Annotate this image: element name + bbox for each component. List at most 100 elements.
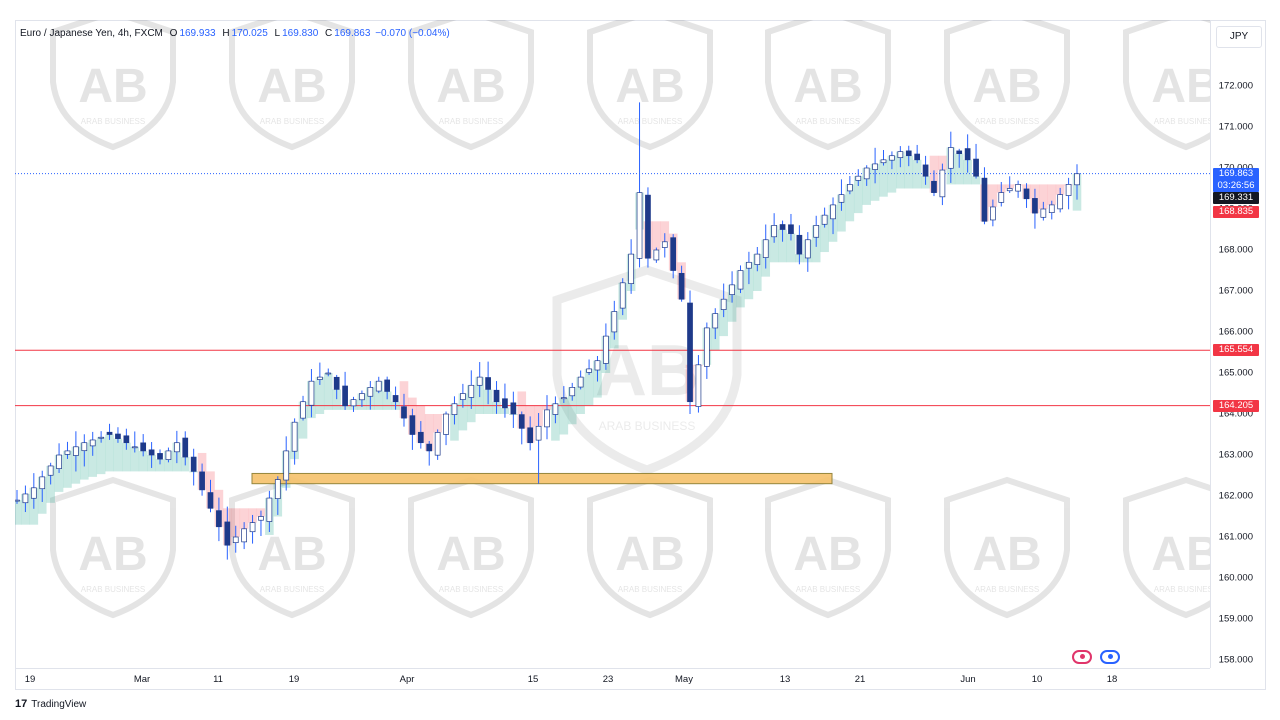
indicator-settings-icon[interactable] [1100,650,1120,664]
candle-body [300,401,306,419]
candle [670,234,677,279]
candle [81,434,88,467]
candle-body [695,364,702,407]
candle [1065,177,1072,210]
watermark-monogram: AB [615,60,684,113]
watermark-caption: ARAB BUSINESS [599,419,696,433]
watermark-shield [408,476,534,619]
candle-body [417,431,424,444]
watermark-logo: AB ARAB BUSINESS [229,476,355,619]
candle [695,355,702,413]
indicator-toggle-icon[interactable] [1072,650,1092,664]
candle-body [359,393,365,401]
cloud-segment [374,381,384,410]
candle [922,155,929,185]
candle-body [207,492,214,509]
candle-body [905,150,912,157]
candle-body [241,528,247,543]
candle [39,470,46,502]
candle [661,233,668,258]
cloud-segment [753,254,762,291]
cloud-top-badge: 169.331 [1213,192,1259,205]
candle [1048,200,1055,220]
candle-body [518,414,525,429]
candle-body [947,147,954,169]
candle-body [981,177,988,222]
candle [460,383,466,408]
candle [813,215,820,247]
candle-body [258,516,264,521]
cloud-segment [887,155,897,193]
price-tick-label: 172.000 [1218,80,1253,92]
candle-body [1006,188,1013,192]
watermark-monogram: AB [793,60,862,113]
candle-body [544,409,550,428]
candle-body [283,450,290,481]
cloud-segment [96,437,106,475]
watermark-monogram: AB [78,528,147,581]
candle [762,224,769,269]
time-tick-label: 11 [213,674,223,685]
candle-body [855,175,862,181]
candle-body [434,432,441,456]
candle [367,381,374,410]
watermark-logo: AB ARAB BUSINESS [50,20,176,151]
candle-body [821,214,828,225]
cloud-segment [458,393,468,431]
level-165-badge: 165.554 [1213,344,1259,357]
close-value: 169.863 [334,28,371,39]
time-tick-label: May [675,674,693,685]
candle-body [216,510,222,528]
candle-body [173,442,180,453]
candle [804,232,811,272]
candle [611,300,618,340]
cloud-segment [88,439,98,477]
candle-body [148,449,155,456]
candlestick-chart[interactable]: AB ARAB BUSINESS AB ARAB BUSINESS AB ARAB BUS… [15,20,1210,668]
candle-body [199,471,205,491]
cloud-segment [660,221,670,242]
candle-body [687,302,693,403]
candle [359,390,365,407]
candle-body [401,406,407,419]
watermark-shield [1123,20,1210,151]
watermark-logo: AB ARAB BUSINESS [587,476,713,619]
symbol-legend[interactable]: Euro / Japanese Yen, 4h, FXCM O 169.933 H… [20,28,450,39]
candle [173,430,180,464]
candle [720,283,727,318]
candle-body [956,150,963,155]
watermark-monogram: AB [972,528,1041,581]
watermark-monogram: AB [1151,60,1210,113]
candle-body [426,443,433,452]
watermark-caption: ARAB BUSINESS [1154,585,1210,594]
watermark-shield [229,476,355,619]
candle-body [157,453,163,460]
candle-body [939,169,946,198]
cloud-segment [576,377,585,414]
tradingview-footer[interactable]: 17 TradingView [15,698,86,710]
watermark-monogram: AB [1151,528,1210,581]
cloud-segment [912,159,922,189]
chart-plot-area[interactable]: AB ARAB BUSINESS AB ARAB BUSINESS AB ARAB BUS… [15,20,1210,668]
candle [863,165,870,186]
candle-body [1048,204,1055,214]
candle-body [746,261,752,269]
watermark-logo: AB ARAB BUSINESS [765,20,891,151]
candle [964,134,971,173]
cloud-segment [323,373,333,410]
price-tick-label: 158.000 [1218,654,1253,666]
cloud-segment [130,446,140,472]
time-axis[interactable]: 19 Mar 11 19 Apr 15 23 May 13 21 Jun 10 18 [15,668,1210,691]
cloud-segment [332,389,341,410]
watermark-shield [587,20,713,151]
candle [468,370,475,409]
cloud-segment [652,221,661,250]
candle-body [889,155,895,161]
candle-body [342,385,348,407]
candle [131,431,138,453]
candle [115,427,121,443]
currency-button[interactable]: JPY [1216,26,1262,48]
cloud-segment [954,153,964,185]
candle [687,290,693,414]
watermark-caption: ARAB BUSINESS [260,585,324,594]
